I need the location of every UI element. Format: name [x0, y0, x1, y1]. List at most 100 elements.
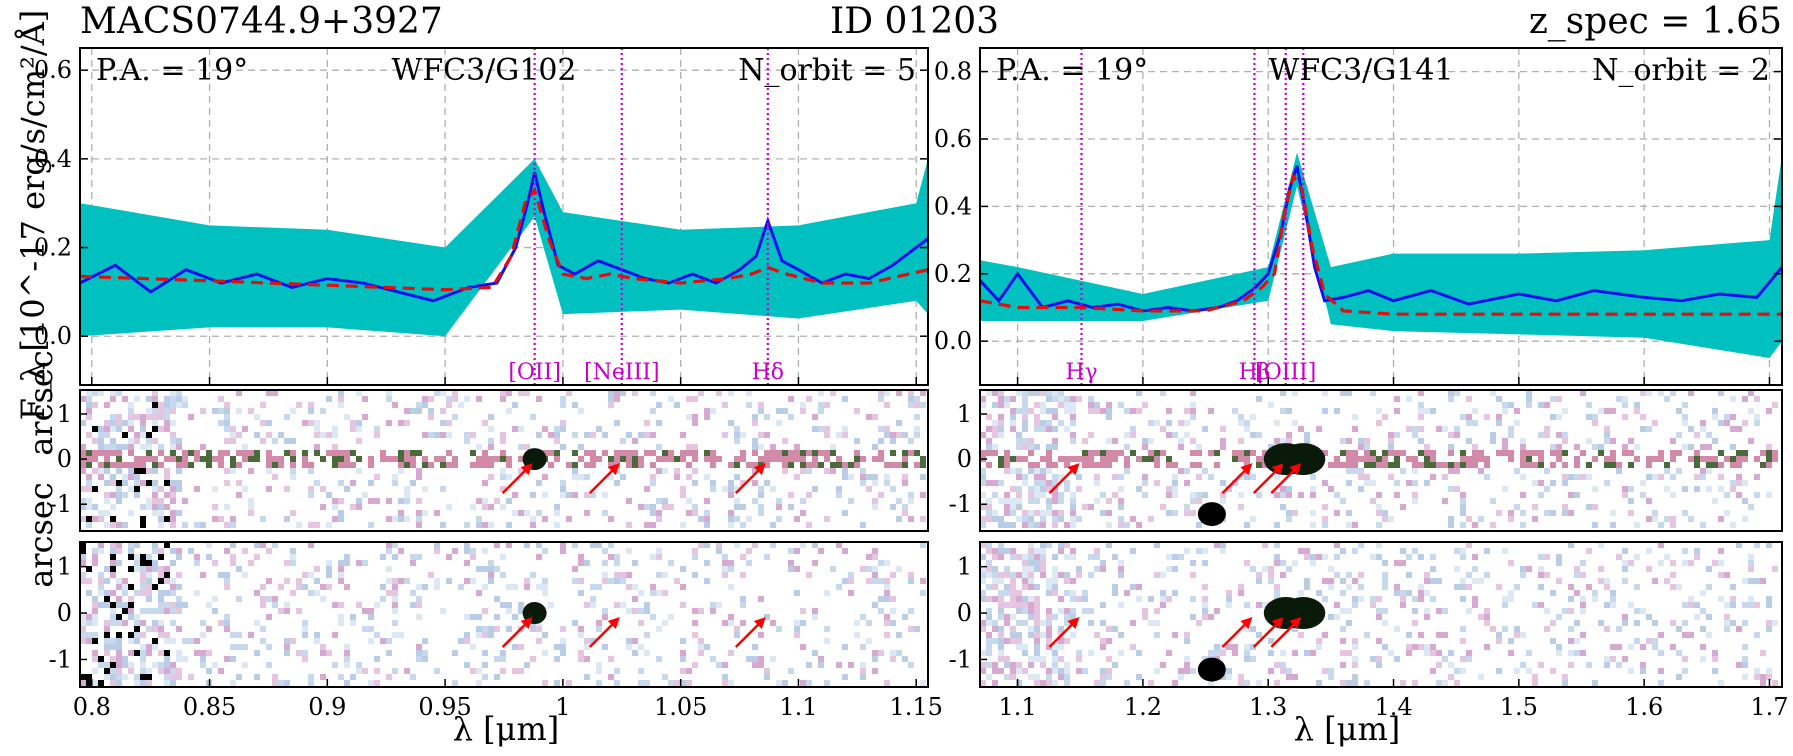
- stamp-pixel: [1700, 522, 1706, 528]
- stamp-pixel: [890, 608, 896, 614]
- stamp-pixel: [164, 542, 170, 548]
- stamp-pixel: [1280, 560, 1286, 566]
- stamp-pixel: [1700, 474, 1706, 480]
- stamp-pixel: [1430, 408, 1436, 414]
- stamp-pixel: [1130, 644, 1136, 650]
- arrow-head: [1271, 463, 1284, 476]
- stamp-pixel: [1016, 486, 1022, 492]
- stamp-pixel: [116, 548, 122, 554]
- stamp-pixel: [1718, 450, 1724, 456]
- stamp-pixel: [1646, 426, 1652, 432]
- stamp-pixel: [1430, 578, 1436, 584]
- stamp-pixel: [1250, 432, 1256, 438]
- stamp-pixel: [134, 480, 140, 486]
- stamp-pixel: [152, 492, 158, 498]
- stamp-pixel: [140, 560, 146, 566]
- stamp-pixel: [482, 548, 488, 554]
- stamp-pixel: [488, 578, 494, 584]
- stamp-pixel: [860, 522, 866, 528]
- stamp-pixel: [1496, 668, 1502, 674]
- stamp-pixel: [1268, 650, 1274, 656]
- stamp-pixel: [1148, 456, 1154, 462]
- stamp-pixel: [1214, 462, 1220, 468]
- stamp-pixel: [116, 674, 122, 680]
- stamp-pixel: [800, 456, 806, 462]
- stamp-pixel: [1226, 644, 1232, 650]
- stamp-pixel: [368, 498, 374, 504]
- stamp-pixel: [1766, 542, 1772, 548]
- stamp-pixel: [1562, 450, 1568, 456]
- stamp-pixel: [1580, 602, 1586, 608]
- stamp-pixel: [818, 662, 824, 668]
- stamp-pixel: [434, 542, 440, 548]
- stamp-pixel: [1040, 566, 1046, 572]
- stamp-pixel: [344, 644, 350, 650]
- stamp-pixel: [338, 450, 344, 456]
- stamp-pixel: [716, 456, 722, 462]
- stamp-pixel: [1616, 644, 1622, 650]
- stamp-pixel: [266, 432, 272, 438]
- stamp-pixel: [542, 578, 548, 584]
- stamp-pixel: [158, 554, 164, 560]
- stamp-pixel: [1028, 626, 1034, 632]
- norbit-label: N_orbit = 2: [1592, 53, 1770, 88]
- stamp-pixel: [128, 420, 134, 426]
- stamp-pixel: [722, 402, 728, 408]
- stamp-pixel: [830, 390, 836, 396]
- stamp-pixel: [824, 468, 830, 474]
- stamp-pixel: [560, 444, 566, 450]
- stamp-pixel: [536, 510, 542, 516]
- arrow-head: [1067, 617, 1080, 630]
- stamp-pixel: [632, 456, 638, 462]
- stamp-pixel: [86, 486, 92, 492]
- stamp-pixel: [1358, 444, 1364, 450]
- stamp-pixel: [338, 560, 344, 566]
- stamp-pixel: [1094, 402, 1100, 408]
- stamp-pixel: [1352, 426, 1358, 432]
- stamp-pixel: [80, 504, 86, 510]
- stamp-pixel: [1046, 486, 1052, 492]
- stamp-pixel: [1190, 510, 1196, 516]
- stamp-pixel: [170, 390, 176, 396]
- stamp-pixel: [146, 680, 152, 686]
- stamp-pixel: [1370, 498, 1376, 504]
- stamp-pixel: [1028, 584, 1034, 590]
- stamp-pixel: [344, 450, 350, 456]
- stamp-pixel: [536, 396, 542, 402]
- stamp-pixel: [1058, 390, 1064, 396]
- stamp-pixel: [338, 462, 344, 468]
- stamp-pixel: [1526, 390, 1532, 396]
- stamp-background: [80, 542, 928, 687]
- stamp-pixel: [884, 560, 890, 566]
- stamp-pixel: [680, 432, 686, 438]
- stamp-pixel: [548, 432, 554, 438]
- stamp-pixel: [92, 656, 98, 662]
- stamp-pixel: [1694, 462, 1700, 468]
- stamp-pixel: [1028, 560, 1034, 566]
- stamp-pixel: [152, 626, 158, 632]
- stamp-pixel: [1628, 602, 1634, 608]
- stamp-pixel: [1340, 578, 1346, 584]
- stamp-pixel: [998, 542, 1004, 548]
- stamp-pixel: [176, 396, 182, 402]
- stamp-pixel: [980, 626, 986, 632]
- stamp-pixel: [1028, 510, 1034, 516]
- stamp-pixel: [1424, 408, 1430, 414]
- stamp-pixel: [206, 450, 212, 456]
- stamp-pixel: [422, 486, 428, 492]
- emission-line-label: Hβ: [1238, 360, 1270, 385]
- stamp-pixel: [1700, 626, 1706, 632]
- stamp-pixel: [1616, 396, 1622, 402]
- stamp-pixel: [164, 480, 170, 486]
- stamp-pixel: [116, 462, 122, 468]
- stamp-pixel: [1244, 626, 1250, 632]
- stamp-pixel: [260, 584, 266, 590]
- stamp-pixel: [350, 620, 356, 626]
- stamp-pixel: [1406, 644, 1412, 650]
- stamp-pixel: [116, 498, 122, 504]
- stamp-pixel: [1094, 566, 1100, 572]
- stamp-pixel: [152, 420, 158, 426]
- stamp-pixel: [1208, 408, 1214, 414]
- stamp-pixel: [152, 438, 158, 444]
- stamp-pixel: [1772, 450, 1778, 456]
